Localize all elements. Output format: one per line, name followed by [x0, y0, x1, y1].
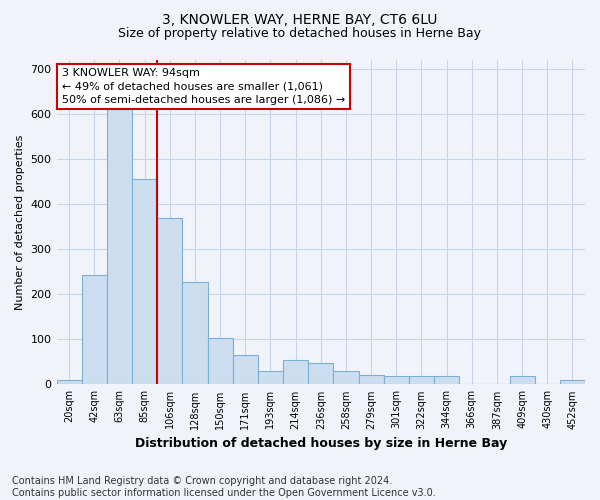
Bar — [132, 180, 157, 384]
Bar — [233, 355, 258, 384]
Bar — [359, 374, 383, 384]
Bar — [334, 371, 359, 384]
Bar — [283, 360, 308, 384]
Bar — [107, 100, 132, 385]
Bar — [509, 376, 535, 384]
Bar — [82, 276, 107, 384]
Bar — [434, 376, 459, 384]
Text: Size of property relative to detached houses in Herne Bay: Size of property relative to detached ho… — [119, 28, 482, 40]
Bar — [182, 282, 208, 385]
Bar — [157, 218, 182, 384]
X-axis label: Distribution of detached houses by size in Herne Bay: Distribution of detached houses by size … — [134, 437, 507, 450]
Bar — [308, 363, 334, 384]
Bar — [560, 380, 585, 384]
Bar — [208, 338, 233, 384]
Bar — [258, 371, 283, 384]
Y-axis label: Number of detached properties: Number of detached properties — [15, 134, 25, 310]
Text: 3, KNOWLER WAY, HERNE BAY, CT6 6LU: 3, KNOWLER WAY, HERNE BAY, CT6 6LU — [163, 12, 437, 26]
Text: 3 KNOWLER WAY: 94sqm
← 49% of detached houses are smaller (1,061)
50% of semi-de: 3 KNOWLER WAY: 94sqm ← 49% of detached h… — [62, 68, 345, 104]
Bar — [383, 376, 409, 384]
Bar — [409, 376, 434, 384]
Bar — [56, 380, 82, 384]
Text: Contains HM Land Registry data © Crown copyright and database right 2024.
Contai: Contains HM Land Registry data © Crown c… — [12, 476, 436, 498]
